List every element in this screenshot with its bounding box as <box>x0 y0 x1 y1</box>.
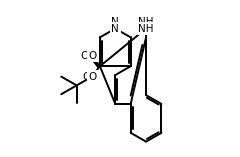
Text: NH: NH <box>138 24 154 34</box>
Text: O: O <box>88 51 96 61</box>
Text: O: O <box>88 72 96 82</box>
Text: O: O <box>82 72 90 82</box>
Text: N: N <box>111 17 119 27</box>
Text: NH: NH <box>138 17 154 27</box>
Text: O: O <box>80 51 88 61</box>
Text: N: N <box>111 24 119 34</box>
